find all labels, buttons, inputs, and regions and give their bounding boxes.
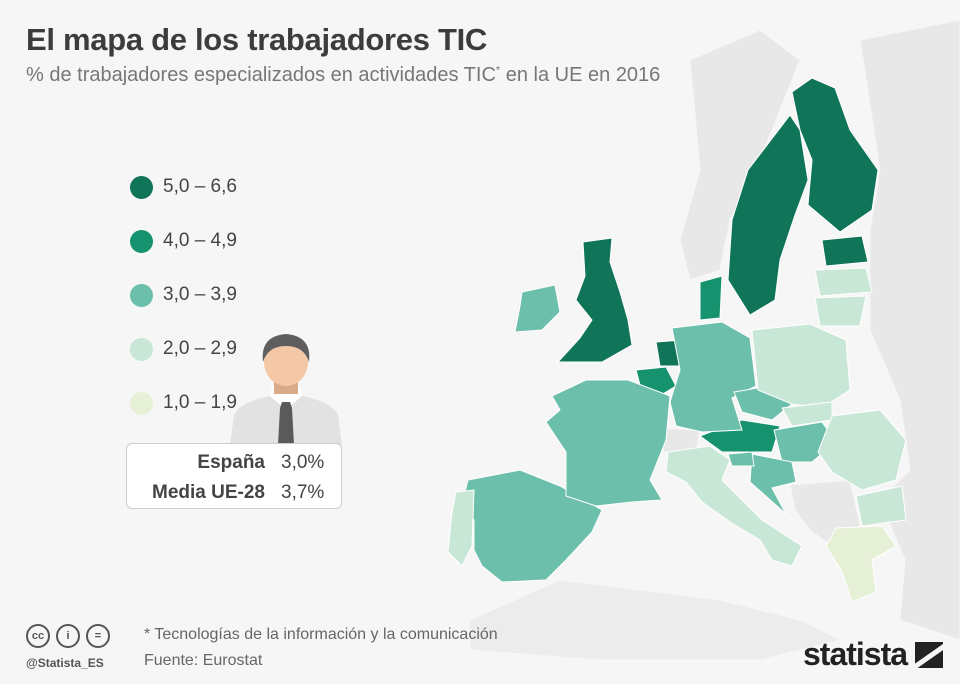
info-value: 3,0% bbox=[281, 452, 325, 473]
map-region-latvia bbox=[814, 267, 873, 297]
map-region-denmark bbox=[699, 275, 723, 321]
info-row-eu-average: Media UE-28 3,7% bbox=[127, 482, 341, 508]
legend-item: 3,0 – 3,9 bbox=[130, 268, 237, 322]
page-subtitle: % de trabajadores especializados en acti… bbox=[26, 64, 660, 87]
map-region-poland bbox=[751, 323, 851, 409]
map-region-france bbox=[545, 379, 671, 507]
legend-item: 5,0 – 6,6 bbox=[130, 160, 237, 214]
legend-label: 3,0 – 3,9 bbox=[163, 284, 237, 305]
map-region-slovenia bbox=[727, 451, 755, 467]
map-region-finland bbox=[791, 77, 879, 233]
legend-swatch bbox=[130, 175, 153, 199]
map-region-spain bbox=[461, 469, 603, 583]
map-region-croatia bbox=[749, 453, 797, 515]
map-region-lithuania bbox=[814, 295, 867, 327]
footnote: * Tecnologías de la información y la com… bbox=[144, 626, 498, 643]
info-box: España 3,0% Media UE-28 3,7% bbox=[126, 443, 342, 509]
map-region-italy bbox=[665, 445, 803, 567]
legend-swatch bbox=[130, 283, 153, 307]
twitter-handle[interactable]: @Statista_ES bbox=[26, 656, 104, 670]
legend-label: 4,0 – 4,9 bbox=[163, 230, 237, 251]
license-icons[interactable]: cc i = bbox=[26, 624, 110, 648]
map-region-greece bbox=[825, 525, 897, 603]
brand-text: statista bbox=[803, 636, 908, 672]
subtitle-footnote-mark: * bbox=[495, 64, 501, 77]
legend-item: 4,0 – 4,9 bbox=[130, 214, 237, 268]
map-region-uk bbox=[556, 237, 633, 363]
info-label: España bbox=[197, 452, 265, 473]
worker-illustration-icon bbox=[230, 334, 342, 445]
map-region-ireland bbox=[514, 284, 561, 333]
info-label: Media UE-28 bbox=[152, 482, 265, 503]
source: Fuente: Eurostat bbox=[144, 652, 263, 669]
background-land bbox=[469, 19, 960, 661]
legend-label: 5,0 – 6,6 bbox=[163, 176, 237, 197]
legend-label: 1,0 – 1,9 bbox=[163, 392, 237, 413]
map-region-bulgaria bbox=[855, 485, 907, 527]
legend-swatch bbox=[130, 229, 153, 253]
page-title: El mapa de los trabajadores TIC bbox=[26, 22, 488, 57]
info-row-spain: España 3,0% bbox=[127, 452, 341, 478]
legend-item: 2,0 – 2,9 bbox=[130, 322, 237, 376]
map-region-belgium bbox=[635, 366, 677, 399]
map-region-sweden bbox=[727, 114, 809, 316]
attribution-icon[interactable]: i bbox=[56, 624, 80, 648]
subtitle-text-end: en la UE en 2016 bbox=[500, 64, 661, 86]
map-region-portugal bbox=[447, 489, 475, 567]
subtitle-text: % de trabajadores especializados en acti… bbox=[26, 64, 496, 86]
legend: 5,0 – 6,6 4,0 – 4,9 3,0 – 3,9 2,0 – 2,9 … bbox=[130, 160, 237, 430]
no-derivatives-icon[interactable]: = bbox=[86, 624, 110, 648]
info-value: 3,7% bbox=[281, 482, 325, 503]
legend-swatch bbox=[130, 337, 153, 361]
legend-swatch bbox=[130, 391, 153, 415]
legend-label: 2,0 – 2,9 bbox=[163, 338, 237, 359]
statista-logo-icon bbox=[915, 641, 944, 668]
cc-icon[interactable]: cc bbox=[26, 624, 50, 648]
statista-logo[interactable]: statista bbox=[803, 636, 944, 673]
legend-item: 1,0 – 1,9 bbox=[130, 376, 237, 430]
map-region-romania bbox=[817, 409, 907, 491]
map-region-germany bbox=[669, 321, 757, 433]
map-region-estonia bbox=[821, 235, 869, 267]
